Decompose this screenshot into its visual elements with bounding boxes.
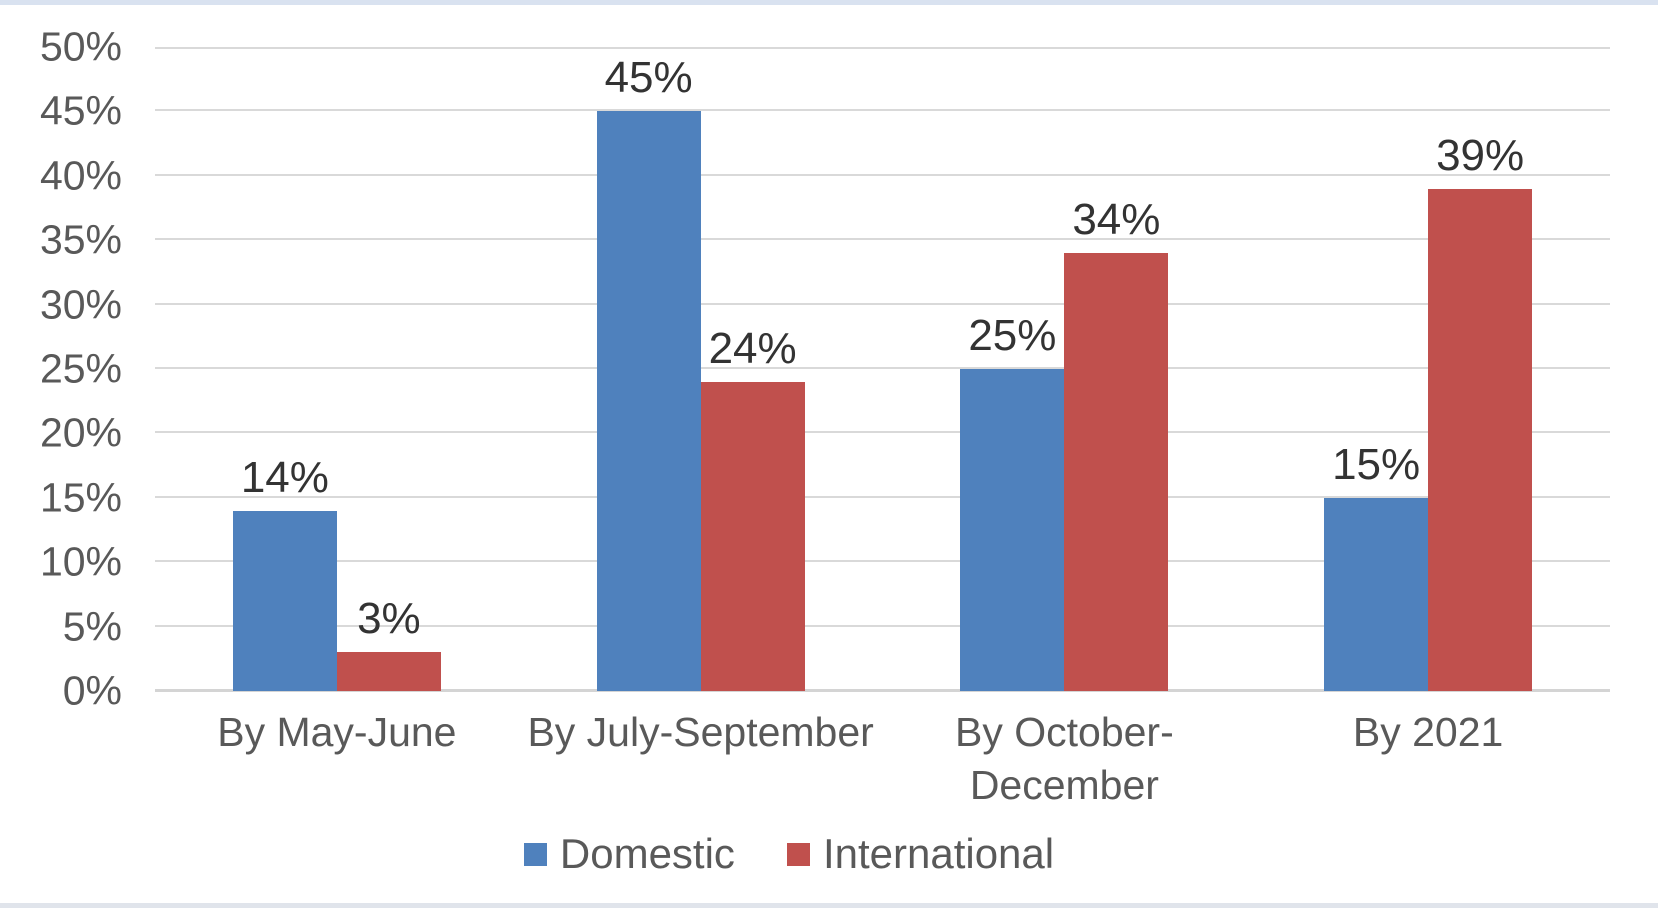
data-label-international-4: 39% [1436, 130, 1525, 180]
legend-item-international: International [786, 830, 1055, 877]
gridline-35 [155, 238, 1610, 241]
y-axis: 0% 5% 10% 15% 20% 25% 30% 35% 40% 45% 50% [0, 26, 122, 711]
gridline-20 [155, 431, 1610, 434]
bar-domestic-1 [232, 510, 337, 691]
x-slot-3: By October-December [883, 706, 1247, 813]
bar-groups: 14% 3% 45% 24% 25% 34% 15% 39% [155, 47, 1610, 691]
top-edge-strip [0, 0, 1658, 5]
gridline-50 [155, 47, 1610, 49]
data-label-domestic-2: 45% [604, 53, 693, 103]
y-axis-tick-40: 40% [39, 152, 122, 199]
data-label-international-3: 34% [1072, 195, 1161, 245]
legend-label-domestic: Domestic [559, 830, 735, 877]
data-label-domestic-4: 15% [1332, 439, 1421, 489]
gridline-30 [155, 302, 1610, 305]
y-axis-tick-35: 35% [39, 216, 122, 263]
bar-slot-domestic-3: 25% [960, 47, 1065, 691]
bar-group-2: 45% 24% [519, 47, 883, 691]
legend-item-domestic: Domestic [523, 830, 735, 877]
bar-slot-international-1: 3% [336, 47, 441, 691]
y-axis-tick-30: 30% [39, 281, 122, 328]
bar-slot-international-2: 24% [700, 47, 805, 691]
bar-group-4: 15% 39% [1246, 47, 1610, 691]
bar-domestic-4 [1324, 497, 1429, 691]
gridline-25 [155, 367, 1610, 369]
legend-swatch-international-icon [786, 842, 810, 866]
x-axis-label-2: By July-September [527, 709, 874, 755]
bar-international-1 [336, 652, 441, 691]
bar-group-3: 25% 34% [883, 47, 1247, 691]
x-axis-label-4: By 2021 [1352, 709, 1504, 755]
y-axis-tick-15: 15% [39, 474, 122, 521]
legend-label-international: International [822, 830, 1055, 877]
x-axis-label-3: By October-December [955, 709, 1174, 809]
x-slot-1: By May-June [155, 706, 519, 813]
data-label-domestic-1: 14% [240, 452, 329, 502]
data-label-international-1: 3% [357, 594, 421, 644]
legend-swatch-domestic-icon [523, 842, 547, 866]
gridline-5 [155, 624, 1610, 627]
y-axis-tick-10: 10% [39, 538, 122, 585]
bar-slot-international-3: 34% [1064, 47, 1169, 691]
y-axis-tick-45: 45% [39, 87, 122, 134]
bar-slot-domestic-2: 45% [596, 47, 701, 691]
gridline-45 [155, 109, 1610, 112]
y-axis-tick-50: 50% [39, 23, 122, 70]
bar-international-4 [1428, 188, 1533, 691]
gridline-40 [155, 173, 1610, 176]
x-slot-4: By 2021 [1246, 706, 1610, 813]
gridline-0 [155, 689, 1610, 692]
bar-international-2 [700, 381, 805, 691]
bar-domestic-2 [596, 111, 701, 691]
bottom-edge-strip [0, 903, 1658, 908]
y-axis-tick-5: 5% [62, 603, 122, 650]
bar-international-3 [1064, 253, 1169, 691]
x-axis: By May-June By July-September By October-D… [155, 706, 1610, 813]
gridline-10 [155, 560, 1610, 563]
bar-slot-domestic-1: 14% [232, 47, 337, 691]
legend: Domestic International [0, 833, 1618, 875]
bar-domestic-3 [960, 369, 1065, 691]
data-label-international-2: 24% [708, 323, 797, 373]
x-axis-label-1: By May-June [217, 709, 457, 755]
x-slot-2: By July-September [519, 706, 883, 813]
plot-area: 14% 3% 45% 24% 25% 34% 15% 39% [155, 47, 1610, 692]
bar-slot-domestic-4: 15% [1324, 47, 1429, 691]
data-label-domestic-3: 25% [968, 311, 1057, 360]
y-axis-tick-20: 20% [39, 409, 122, 456]
gridline-15 [155, 495, 1610, 498]
bar-slot-international-4: 39% [1428, 47, 1533, 691]
y-axis-tick-25: 25% [39, 345, 122, 392]
bar-group-1: 14% 3% [155, 47, 519, 691]
y-axis-tick-0: 0% [62, 667, 122, 714]
